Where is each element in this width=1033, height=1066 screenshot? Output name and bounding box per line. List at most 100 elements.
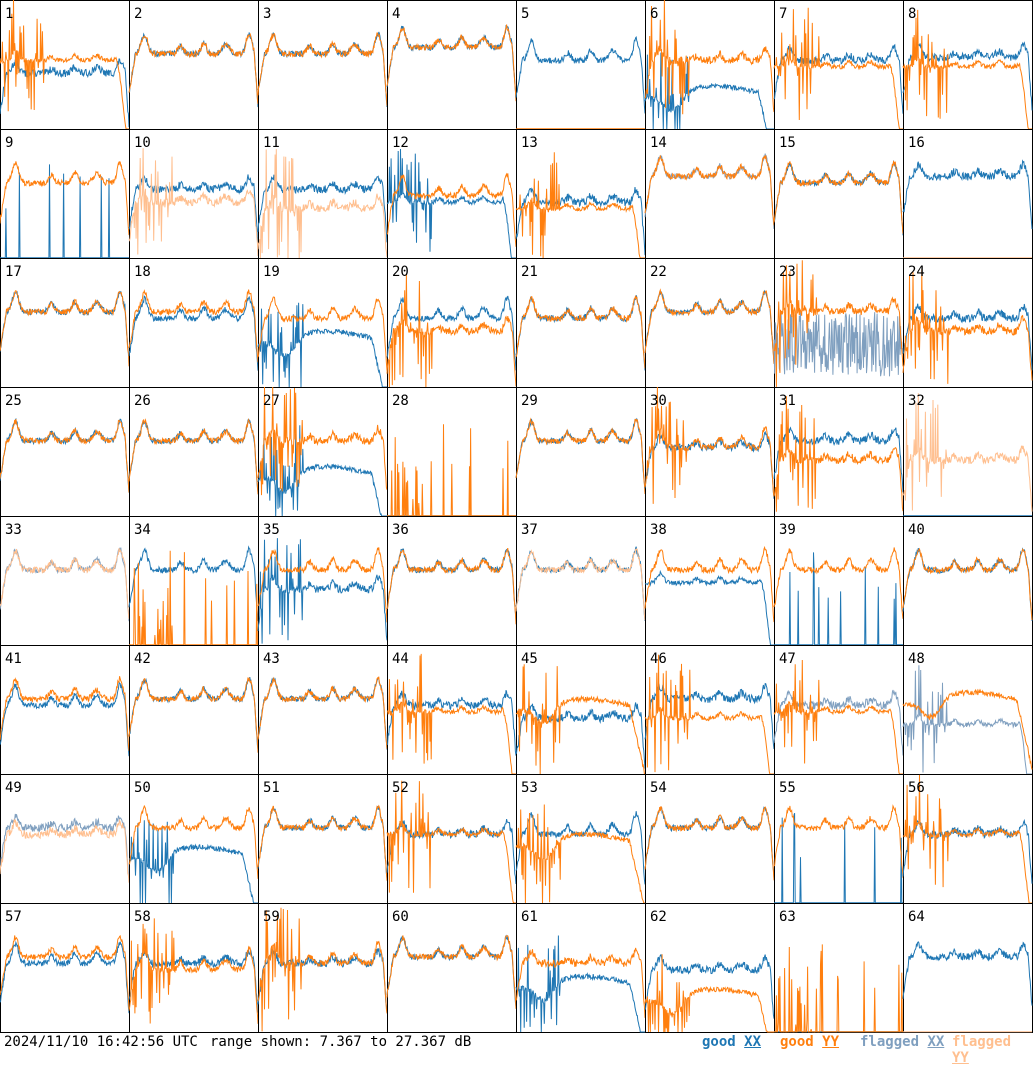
series-yy-line: [257, 907, 388, 1032]
panel-44: 44: [386, 645, 517, 775]
series-yy-line: [773, 160, 904, 234]
legend-word: good: [702, 1034, 745, 1050]
panel-64: 64: [902, 903, 1033, 1033]
panel-label: 34: [134, 522, 151, 538]
panel-label: 18: [134, 264, 151, 280]
series-xx-line: [386, 148, 516, 259]
panel-55: 55: [773, 774, 904, 904]
panel-39: 39: [773, 516, 904, 646]
panel-frame: [774, 129, 904, 259]
series-yy-line: [902, 547, 1033, 621]
series-xx-line: [386, 690, 517, 756]
series-yy-line: [0, 548, 130, 619]
panel-label: 52: [392, 780, 409, 796]
series-xx-line: [644, 52, 774, 130]
series-yy-line: [0, 0, 129, 130]
panel-label: 33: [5, 522, 22, 538]
panel-label: 6: [650, 6, 658, 22]
series-xx-line: [128, 545, 259, 622]
panel-47: 47: [773, 645, 904, 775]
series-xx-line: [902, 159, 1033, 230]
series-yy-line: [644, 154, 775, 226]
series-yy-line: [902, 688, 1033, 770]
panel-label: 15: [779, 135, 796, 151]
series-xx-line: [257, 425, 387, 517]
panel-62: 62: [644, 903, 775, 1033]
panel-29: 29: [515, 387, 646, 517]
spectra-grid: 1 2 3 4 5 6 7 8 9 10 11 12 13 14 15 16 17 18 19 20 21 22 23 24 2…: [0, 0, 1033, 1033]
panel-35: 35: [257, 516, 388, 646]
series-xx-line: [515, 935, 645, 1033]
panel-11: 11: [257, 129, 388, 259]
series-yy-line: [644, 954, 774, 1033]
panel-label: 11: [263, 135, 280, 151]
panel-frame: [258, 774, 388, 904]
panel-label: 64: [908, 909, 925, 925]
panel-3: 3: [257, 0, 388, 130]
panel-38: 38: [644, 516, 775, 646]
panel-label: 28: [392, 393, 409, 409]
series-xx-line: [902, 41, 1033, 111]
panel-label: 60: [392, 909, 409, 925]
panel-frame: [258, 0, 388, 130]
series-yy-line: [387, 424, 516, 518]
panel-63: 63: [774, 903, 904, 1033]
series-yy-line: [386, 547, 517, 625]
panel-25: 25: [0, 387, 130, 517]
panel-15: 15: [773, 129, 904, 259]
series-xx-line: [0, 682, 130, 757]
series-xx-line: [515, 702, 646, 769]
panel-10: 10: [128, 129, 259, 259]
panel-26: 26: [128, 387, 259, 517]
series-yy-line: [128, 289, 259, 363]
series-xx-line: [128, 819, 258, 904]
panel-1: 1: [0, 0, 130, 130]
legend-word: flagged: [860, 1034, 928, 1050]
panel-label: 38: [650, 522, 667, 538]
panel-40: 40: [902, 516, 1033, 646]
panel-frame: [903, 903, 1033, 1033]
panel-label: 23: [779, 264, 796, 280]
panel-label: 17: [5, 264, 22, 280]
series-yy-line: [257, 296, 388, 371]
panel-frame: [129, 387, 259, 517]
series-yy-line: [515, 804, 645, 904]
panel-label: 3: [263, 6, 271, 22]
panel-57: 57: [0, 903, 130, 1033]
series-yy-line: [128, 418, 259, 495]
series-yy-line: [644, 288, 775, 364]
panel-9: 9: [0, 129, 130, 259]
panel-54: 54: [644, 774, 775, 904]
panel-2: 2: [128, 0, 259, 130]
series-yy-line: [386, 172, 517, 247]
panel-frame: [129, 645, 259, 775]
panel-28: 28: [387, 387, 517, 518]
panel-5: 5: [515, 0, 646, 130]
panel-31: 31: [773, 387, 904, 517]
panel-label: 16: [908, 135, 925, 151]
panel-frame: [516, 258, 646, 388]
panel-32: 32: [902, 387, 1033, 517]
panel-8: 8: [902, 0, 1033, 130]
panel-frame: [0, 258, 130, 388]
panel-24: 24: [902, 258, 1033, 388]
panel-frame: [903, 774, 1033, 904]
series-yy-line: [0, 289, 130, 367]
panel-37: 37: [515, 516, 646, 646]
legend-pol: XX: [927, 1034, 945, 1050]
legend-pol: YY: [952, 1050, 969, 1066]
panel-label: 54: [650, 780, 667, 796]
panel-label: 41: [5, 651, 22, 667]
panel-label: 47: [779, 651, 796, 667]
panel-59: 59: [257, 903, 388, 1033]
panel-12: 12: [386, 129, 517, 259]
timestamp-text: 2024/11/10 16:42:56 UTC: [4, 1034, 198, 1050]
series-yy-line: [644, 806, 775, 881]
panel-58: 58: [128, 903, 259, 1033]
panel-42: 42: [128, 645, 259, 775]
series-yy-line: [774, 944, 903, 1033]
panel-label: 37: [521, 522, 538, 538]
series-yy-line: [902, 9, 1032, 130]
panel-label: 30: [650, 393, 667, 409]
panel-60: 60: [386, 903, 517, 1033]
